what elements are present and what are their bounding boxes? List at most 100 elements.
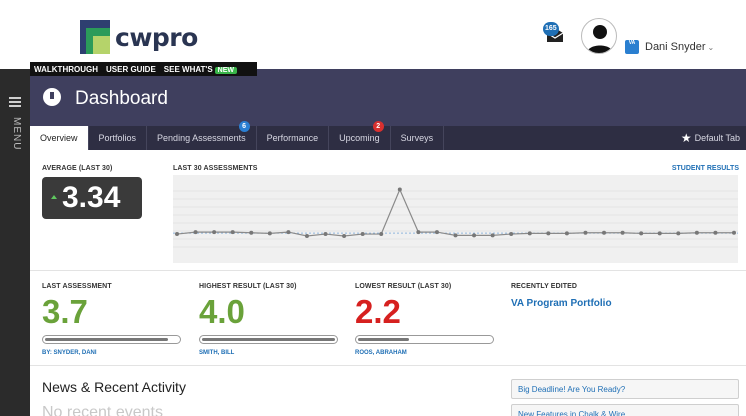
- chart-point[interactable]: [546, 231, 551, 236]
- tab-upcoming[interactable]: Upcoming 2: [329, 121, 391, 150]
- lowest-result-author[interactable]: ROOS, ABRAHAM: [355, 350, 407, 356]
- chart-point[interactable]: [490, 233, 495, 238]
- chart-point[interactable]: [304, 234, 309, 239]
- tab-surveys[interactable]: Surveys: [391, 126, 445, 150]
- default-tab-button[interactable]: ★ Default Tab: [681, 132, 740, 144]
- user-guide-link[interactable]: USER GUIDE: [106, 64, 156, 74]
- default-tab-label: Default Tab: [694, 133, 740, 143]
- notifications-button[interactable]: 165: [543, 22, 567, 44]
- tab-bar: Overview Portfolios Pending Assessments …: [30, 121, 746, 150]
- new-badge: NEW: [214, 66, 238, 74]
- tab-label: Upcoming: [339, 133, 380, 143]
- tab-label: Pending Assessments: [157, 133, 246, 143]
- chart-point[interactable]: [397, 187, 402, 192]
- chart-point[interactable]: [360, 232, 365, 237]
- walkthrough-link[interactable]: WALKTHROUGH: [34, 64, 98, 74]
- chart-point[interactable]: [342, 234, 347, 239]
- average-value: 3.34: [62, 181, 121, 214]
- tab-pending-assessments[interactable]: Pending Assessments 6: [147, 121, 257, 150]
- chart-point[interactable]: [676, 231, 681, 236]
- chart-point[interactable]: [713, 230, 718, 235]
- chart-point[interactable]: [193, 230, 198, 235]
- whats-new-link[interactable]: SEE WHAT'S NEW: [164, 65, 245, 74]
- tab-label: Overview: [40, 133, 78, 143]
- news-title: News & Recent Activity: [42, 379, 186, 395]
- chart-point[interactable]: [230, 230, 235, 235]
- last-assessment-fill: [45, 338, 169, 341]
- highest-result-bar: [199, 335, 338, 344]
- tab-portfolios[interactable]: Portfolios: [89, 126, 148, 150]
- chart-point[interactable]: [583, 230, 588, 235]
- cwpro-logo[interactable]: cwpro: [80, 20, 198, 54]
- title-band: Dashboard: [30, 69, 746, 126]
- chart-point[interactable]: [694, 230, 699, 235]
- logo-text: cwpro: [115, 22, 198, 52]
- user-silhouette-icon: [587, 25, 613, 53]
- no-events-text: No recent events: [42, 404, 163, 416]
- chart-point[interactable]: [639, 231, 644, 236]
- recently-edited-link[interactable]: VA Program Portfolio: [511, 298, 612, 309]
- chart-point[interactable]: [175, 232, 179, 237]
- user-menu[interactable]: VA Dani Snyder ⌄: [625, 40, 714, 54]
- role-badge: VA: [625, 40, 639, 54]
- chart-point[interactable]: [453, 233, 458, 238]
- divider: [30, 365, 746, 366]
- chart-point[interactable]: [323, 232, 328, 237]
- chart-point[interactable]: [267, 231, 272, 236]
- average-label: AVERAGE (LAST 30): [42, 165, 113, 172]
- average-score-box: 3.34: [42, 177, 142, 219]
- whats-new-label: SEE WHAT'S: [163, 64, 213, 74]
- tab-label: Surveys: [400, 133, 434, 143]
- assessments-line-chart: [173, 187, 738, 248]
- quick-links-bar: WALKTHROUGH USER GUIDE SEE WHAT'S NEW: [30, 62, 258, 76]
- chart-point[interactable]: [249, 230, 254, 235]
- hamburger-icon[interactable]: [9, 97, 21, 109]
- upcoming-count-badge: 2: [372, 121, 384, 132]
- chart-point[interactable]: [527, 231, 532, 236]
- tab-label: Portfolios: [98, 133, 137, 143]
- chart-point[interactable]: [620, 230, 625, 235]
- tab-overview[interactable]: Overview: [30, 126, 89, 150]
- chart-point[interactable]: [472, 233, 477, 238]
- user-name: Dani Snyder: [645, 41, 706, 53]
- last-assessment-value: 3.7: [42, 293, 88, 330]
- assessments-chart: [173, 175, 738, 263]
- recently-edited-label: RECENTLY EDITED: [511, 283, 578, 290]
- user-avatar[interactable]: [581, 18, 617, 54]
- news-item[interactable]: Big Deadline! Are You Ready?: [511, 379, 739, 399]
- highest-result-value: 4.0: [199, 293, 245, 330]
- top-header: cwpro 165 VA Dani Snyder ⌄: [0, 0, 746, 69]
- chart-title: LAST 30 ASSESSMENTS: [173, 165, 258, 172]
- lowest-result-fill: [358, 338, 409, 341]
- chevron-down-icon: ⌄: [707, 42, 715, 52]
- logo-mark-icon: [80, 20, 110, 54]
- chart-point[interactable]: [379, 232, 384, 237]
- highest-result-fill: [202, 338, 335, 341]
- news-item[interactable]: New Features in Chalk & Wire: [511, 404, 739, 416]
- chart-point[interactable]: [416, 230, 421, 235]
- tab-label: Performance: [266, 133, 319, 143]
- side-menu[interactable]: MENU: [0, 69, 30, 416]
- chart-point[interactable]: [732, 230, 736, 235]
- chart-point[interactable]: [657, 231, 662, 236]
- pending-count-badge: 6: [238, 121, 250, 132]
- chart-point[interactable]: [434, 230, 439, 235]
- highest-result-author[interactable]: SMITH, BILL: [199, 350, 235, 356]
- chart-point[interactable]: [212, 230, 217, 235]
- last-assessment-author[interactable]: BY: SNYDER, DANI: [42, 350, 97, 356]
- chart-point[interactable]: [286, 230, 291, 235]
- trend-up-icon: [51, 195, 57, 199]
- chart-point[interactable]: [509, 232, 514, 237]
- chart-point[interactable]: [564, 231, 569, 236]
- tab-performance[interactable]: Performance: [257, 126, 330, 150]
- divider: [30, 270, 746, 271]
- highest-result-label: HIGHEST RESULT (LAST 30): [199, 283, 297, 290]
- lowest-result-value: 2.2: [355, 293, 401, 330]
- chart-series-line: [176, 188, 734, 237]
- chart-point[interactable]: [602, 230, 607, 235]
- last-assessment-label: LAST ASSESSMENT: [42, 283, 112, 290]
- lowest-result-label: LOWEST RESULT (LAST 30): [355, 283, 452, 290]
- page-title: Dashboard: [75, 88, 168, 109]
- student-results-link[interactable]: STUDENT RESULTS: [671, 165, 739, 172]
